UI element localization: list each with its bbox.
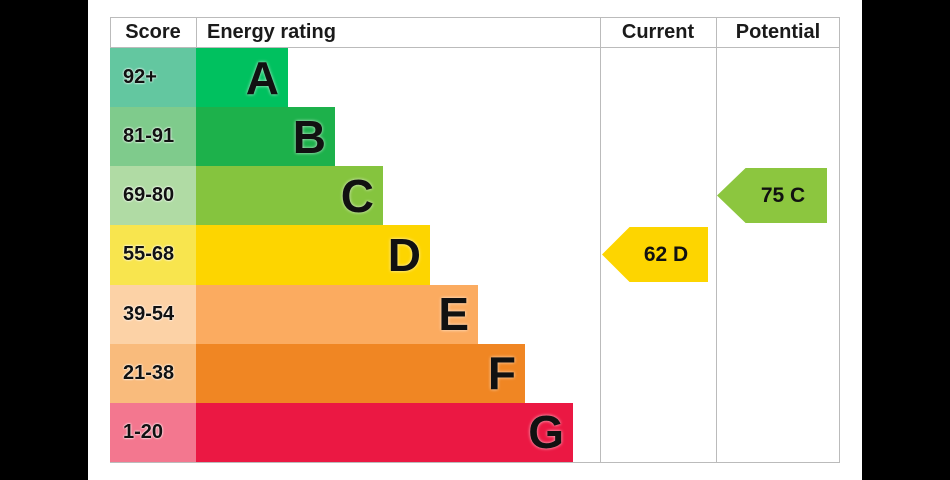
score-range-c: 69-80 bbox=[110, 166, 196, 226]
epc-band-row-d: 55-68 D bbox=[110, 225, 840, 285]
epc-band-row-a: 92+ A bbox=[110, 48, 840, 108]
current-column-header: Current bbox=[621, 20, 695, 43]
epc-band-row-e: 39-54 E bbox=[110, 284, 840, 344]
rating-bar-g: G bbox=[196, 402, 573, 462]
epc-band-row-c: 69-80 C bbox=[110, 166, 840, 226]
current-column-divider bbox=[600, 17, 601, 462]
epc-rating-chart: Score Energy rating Current Potential 92… bbox=[110, 17, 840, 463]
rating-bar-a: A bbox=[196, 48, 288, 108]
score-range-d: 55-68 bbox=[110, 225, 196, 285]
rating-bar-e: E bbox=[196, 284, 478, 344]
rating-bar-b: B bbox=[196, 107, 335, 167]
score-range-e: 39-54 bbox=[110, 284, 196, 344]
rating-bar-f: F bbox=[196, 343, 525, 403]
rating-bands-container: 92+ A 81-91 B 69-80 C 55-68 D 39-54 E 21-38 F 1-20 G bbox=[110, 48, 840, 462]
epc-band-row-b: 81-91 B bbox=[110, 107, 840, 167]
score-column-divider bbox=[196, 17, 197, 47]
potential-column-divider bbox=[716, 17, 717, 462]
score-range-b: 81-91 bbox=[110, 107, 196, 167]
table-bottom-border bbox=[110, 462, 840, 463]
score-range-f: 21-38 bbox=[110, 343, 196, 403]
score-range-a: 92+ bbox=[110, 48, 196, 108]
table-top-border bbox=[110, 17, 840, 18]
score-column-header: Score bbox=[125, 20, 181, 43]
table-left-border bbox=[110, 17, 111, 47]
epc-band-row-f: 21-38 F bbox=[110, 343, 840, 403]
epc-band-row-g: 1-20 G bbox=[110, 402, 840, 462]
score-range-g: 1-20 bbox=[110, 402, 196, 462]
potential-column-header: Potential bbox=[735, 20, 821, 43]
table-right-border bbox=[839, 17, 840, 462]
rating-bar-c: C bbox=[196, 166, 383, 226]
energy-rating-column-header: Energy rating bbox=[207, 20, 336, 43]
epc-panel: Score Energy rating Current Potential 92… bbox=[88, 0, 862, 480]
header-separator-line bbox=[110, 47, 840, 48]
rating-bar-d: D bbox=[196, 225, 430, 285]
